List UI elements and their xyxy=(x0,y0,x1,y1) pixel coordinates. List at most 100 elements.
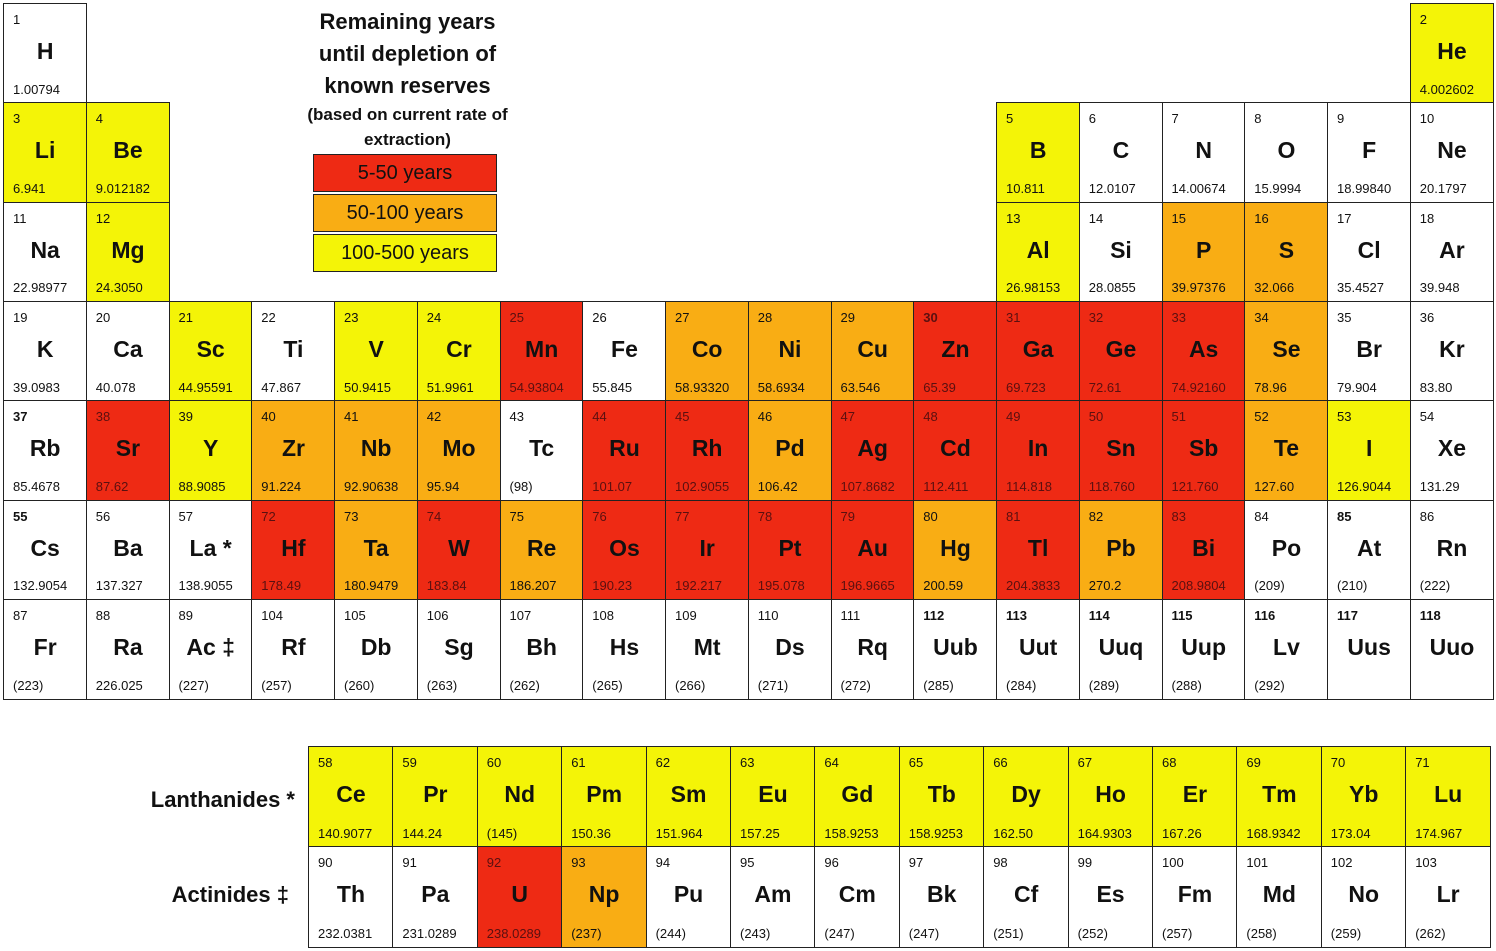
atomic-mass: (210) xyxy=(1337,578,1368,594)
atomic-number: 28 xyxy=(757,309,773,325)
element-symbol: Ce xyxy=(336,781,366,807)
atomic-mass: 158.9253 xyxy=(824,825,879,841)
atomic-number: 79 xyxy=(840,508,855,524)
subtitle-line: extraction) xyxy=(364,130,451,149)
element-symbol: Es xyxy=(1096,881,1125,907)
element-symbol: Ge xyxy=(1105,335,1137,362)
element-symbol: B xyxy=(1029,137,1047,164)
element-cell-np: 93 Np (237) xyxy=(561,846,648,948)
element-cell-sg: 106 Sg (263) xyxy=(416,598,502,700)
element-symbol: Hg xyxy=(940,534,971,561)
element-cell-y: 39 Y 88.9085 xyxy=(168,400,253,501)
element-symbol: Nb xyxy=(360,435,392,462)
atomic-number: 43 xyxy=(509,409,524,425)
element-symbol: Bk xyxy=(927,881,957,907)
element-symbol: F xyxy=(1362,137,1377,164)
element-cell-ds: 110 Ds (271) xyxy=(747,598,833,700)
atomic-mass: 196.9665 xyxy=(840,578,895,594)
atomic-number: 110 xyxy=(757,607,779,623)
atomic-number: 57 xyxy=(178,508,193,524)
element-symbol: Cm xyxy=(838,881,876,907)
element-symbol: Xe xyxy=(1437,435,1467,462)
atomic-mass: 72.61 xyxy=(1088,379,1122,395)
atomic-number: 21 xyxy=(178,309,193,325)
element-cell-br: 35 Br 79.904 xyxy=(1327,300,1412,402)
atomic-mass: 167.26 xyxy=(1162,825,1202,841)
element-symbol: Kr xyxy=(1439,335,1465,362)
atomic-mass: (257) xyxy=(1162,925,1193,941)
element-cell-pb: 82 Pb 270.2 xyxy=(1078,499,1164,601)
atomic-number: 88 xyxy=(95,607,111,623)
legend-5-50-years: 5-50 years xyxy=(313,154,497,192)
atomic-number: 54 xyxy=(1419,409,1435,425)
atomic-mass: 138.9055 xyxy=(178,578,233,594)
element-symbol: Ne xyxy=(1437,137,1467,164)
element-symbol: Sr xyxy=(115,435,141,462)
atomic-number: 7 xyxy=(1171,111,1179,127)
atomic-number: 114 xyxy=(1088,607,1110,623)
atomic-number: 4 xyxy=(95,111,104,127)
element-symbol: Nd xyxy=(504,781,536,807)
atomic-mass: 127.60 xyxy=(1254,478,1295,494)
atomic-number: 25 xyxy=(509,309,524,325)
atomic-number: 92 xyxy=(486,855,502,870)
element-cell-yb: 70 Yb 173.04 xyxy=(1320,746,1407,848)
element-cell-sn: 50 Sn 118.760 xyxy=(1078,400,1164,501)
element-cell-pa: 91 Pa 231.0289 xyxy=(392,846,479,948)
atomic-number: 68 xyxy=(1162,755,1177,770)
atomic-number: 90 xyxy=(318,855,333,870)
atomic-number: 97 xyxy=(908,855,924,870)
element-cell-es: 99 Es (252) xyxy=(1067,846,1154,948)
element-symbol: Uus xyxy=(1347,633,1391,660)
element-cell-te: 52 Te 127.60 xyxy=(1244,400,1329,501)
element-cell-cs: 55 Cs 132.9054 xyxy=(3,499,88,601)
element-cell-be: 4 Be 9.012182 xyxy=(85,102,171,204)
atomic-number: 48 xyxy=(923,409,938,425)
atomic-mass: 131.29 xyxy=(1419,478,1460,494)
element-cell-k: 19 K 39.0983 xyxy=(3,300,88,402)
element-cell-cm: 96 Cm (247) xyxy=(814,846,901,948)
element-cell-si: 14 Si 28.0855 xyxy=(1078,201,1164,303)
atomic-number: 51 xyxy=(1171,409,1186,425)
element-symbol: N xyxy=(1195,137,1212,164)
atomic-mass: 192.217 xyxy=(675,578,722,594)
element-cell-sr: 38 Sr 87.62 xyxy=(85,400,171,501)
element-cell-s: 16 S 32.066 xyxy=(1244,201,1329,303)
atomic-number: 66 xyxy=(993,755,1008,770)
element-symbol: Db xyxy=(360,633,392,660)
element-symbol: Lr xyxy=(1436,881,1460,907)
element-symbol: Se xyxy=(1272,335,1301,362)
element-cell-uup: 115 Uup (288) xyxy=(1161,598,1246,700)
atomic-mass: (266) xyxy=(675,677,706,693)
element-cell-er: 68 Er 167.26 xyxy=(1152,746,1238,848)
atomic-mass: 79.904 xyxy=(1337,379,1377,395)
element-symbol: Md xyxy=(1262,881,1296,907)
element-symbol: Os xyxy=(609,534,640,561)
element-cell-zn: 30 Zn 65.39 xyxy=(913,300,998,402)
atomic-number: 84 xyxy=(1254,508,1269,524)
atomic-mass: 151.964 xyxy=(655,825,703,841)
element-cell-p: 15 P 39.97376 xyxy=(1161,201,1246,303)
element-symbol: As xyxy=(1188,335,1219,362)
element-cell-cl: 17 Cl 35.4527 xyxy=(1327,201,1412,303)
atomic-mass: 200.59 xyxy=(923,578,964,594)
atomic-mass: 174.967 xyxy=(1415,825,1463,841)
element-cell-ne: 10 Ne 20.1797 xyxy=(1409,102,1495,204)
element-cell-cu: 29 Cu 63.546 xyxy=(830,300,915,402)
atomic-mass: 24.3050 xyxy=(95,280,143,296)
atomic-mass: (247) xyxy=(908,925,940,941)
atomic-number: 81 xyxy=(1006,508,1021,524)
atomic-number: 59 xyxy=(402,755,417,770)
atomic-mass: 114.818 xyxy=(1006,478,1053,494)
element-cell-au: 79 Au 196.9665 xyxy=(830,499,915,601)
atomic-mass: 88.9085 xyxy=(178,478,226,494)
atomic-number: 39 xyxy=(178,409,193,425)
atomic-number: 47 xyxy=(840,409,855,425)
title-line: Remaining years xyxy=(319,9,496,34)
atomic-mass: 20.1797 xyxy=(1419,181,1467,197)
atomic-mass: 14.00674 xyxy=(1171,181,1226,197)
atomic-mass: 186.207 xyxy=(509,578,557,594)
element-symbol: Lv xyxy=(1273,633,1300,660)
atomic-number: 37 xyxy=(13,409,28,425)
atomic-mass: 168.9342 xyxy=(1246,825,1301,841)
